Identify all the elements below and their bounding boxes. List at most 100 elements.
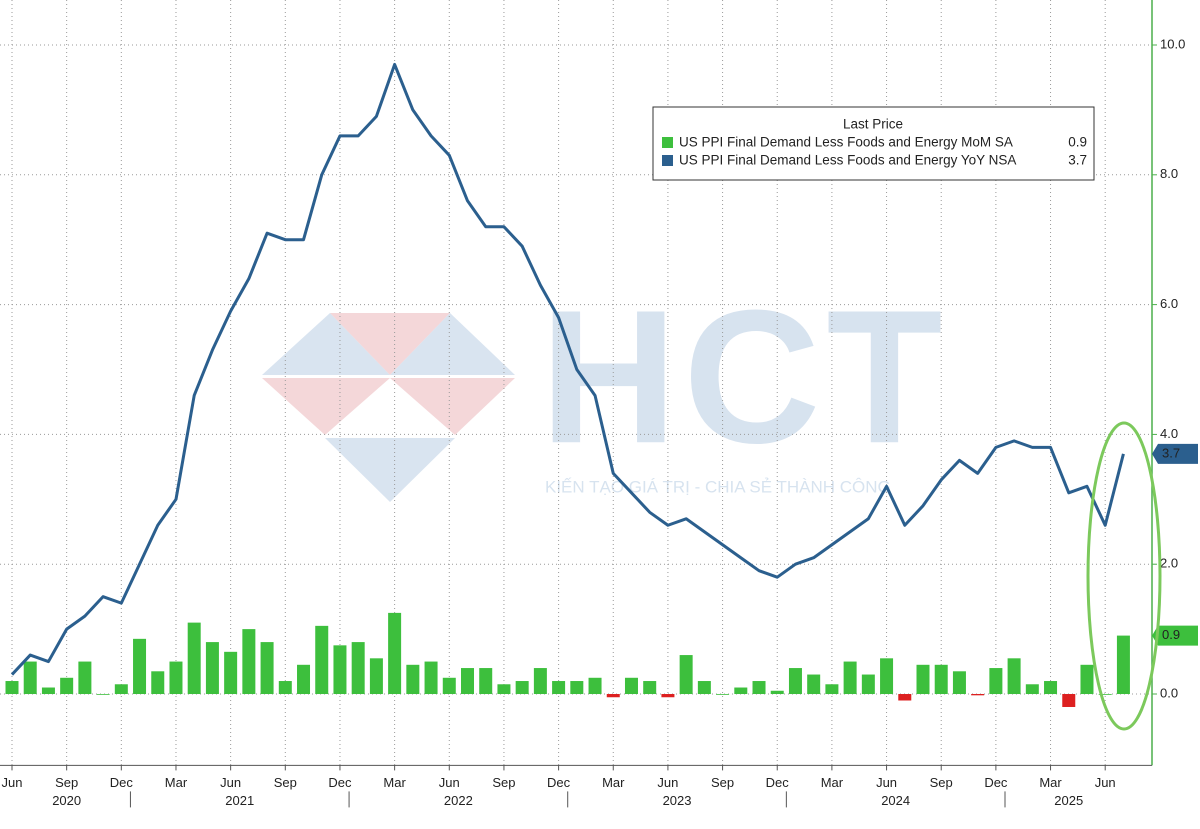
bar (843, 661, 857, 695)
bar (260, 642, 274, 695)
bar (133, 638, 147, 695)
legend-swatch (662, 155, 673, 166)
x-tick-label: Mar (1039, 775, 1062, 790)
bar (315, 625, 329, 695)
y-tick-label: 6.0 (1160, 296, 1178, 311)
bar (461, 668, 474, 695)
x-tick-label: Jun (220, 775, 241, 790)
bar (424, 661, 438, 695)
x-tick-label: Sep (55, 775, 78, 790)
bar (1044, 681, 1058, 695)
x-tick-label: Mar (602, 775, 625, 790)
watermark-shape (390, 378, 515, 435)
bar (898, 694, 912, 701)
bar (971, 694, 985, 696)
legend: Last Price US PPI Final Demand Less Food… (652, 106, 1095, 181)
bar (643, 681, 657, 695)
bar (788, 668, 802, 695)
last-value-label: 0.9 (1162, 627, 1180, 642)
last-value-tag (1152, 625, 1198, 646)
x-tick-label: Dec (766, 775, 790, 790)
highlight-ellipse (1086, 421, 1162, 731)
watermark-shape (262, 313, 390, 375)
x-tick-label: Dec (110, 775, 134, 790)
bar (5, 681, 19, 695)
bar (533, 668, 547, 695)
bar (989, 668, 1003, 695)
bar (861, 674, 875, 695)
bar (114, 684, 128, 695)
legend-box (652, 106, 1095, 181)
y-tick-label: 10.0 (1160, 36, 1185, 51)
y-tick-label: 2.0 (1160, 556, 1178, 571)
x-tick-label: Sep (274, 775, 297, 790)
year-label: 2023 (663, 793, 692, 808)
legend-label: US PPI Final Demand Less Foods and Energ… (679, 135, 1013, 150)
bar (679, 655, 693, 695)
legend-swatch (662, 137, 673, 148)
bar (1025, 684, 1039, 695)
bar (96, 694, 110, 695)
year-label: 2024 (881, 793, 910, 808)
year-label: 2022 (444, 793, 473, 808)
bar (1098, 694, 1112, 695)
watermark-shape (390, 313, 515, 375)
bar (1080, 664, 1094, 695)
bar (369, 658, 383, 695)
watermark-shape (325, 438, 455, 502)
bar (952, 671, 966, 695)
bar (78, 661, 92, 695)
last-value-tag (1152, 443, 1198, 464)
bar (406, 664, 420, 695)
x-tick-label: Jun (1095, 775, 1116, 790)
bar (697, 681, 711, 695)
legend-value: 3.7 (1068, 153, 1087, 168)
legend-label: US PPI Final Demand Less Foods and Energ… (679, 153, 1016, 168)
y-tick-label: 4.0 (1160, 426, 1178, 441)
bar (442, 677, 456, 695)
x-tick-label: Sep (492, 775, 515, 790)
bar (60, 677, 74, 695)
line (10, 62, 1125, 676)
bar (1116, 635, 1130, 695)
bar (588, 677, 602, 695)
legend-title: Last Price (843, 117, 903, 132)
y-tick-label: 8.0 (1160, 166, 1178, 181)
bar (570, 681, 584, 695)
bar (916, 664, 930, 695)
year-label: 2020 (52, 793, 81, 808)
bar (934, 664, 948, 695)
bar (1007, 658, 1021, 695)
bar (41, 687, 55, 695)
bar (606, 694, 620, 698)
x-tick-label: Dec (984, 775, 1008, 790)
watermark-shape (330, 313, 450, 375)
bar (552, 681, 566, 695)
bar (497, 684, 511, 695)
bar (151, 671, 165, 695)
x-tick-label: Jun (876, 775, 897, 790)
bar (716, 694, 730, 695)
year-label: 2021 (225, 793, 254, 808)
x-tick-label: Sep (711, 775, 734, 790)
bar (224, 651, 238, 695)
x-tick-label: Jun (2, 775, 23, 790)
year-label: 2025 (1054, 793, 1083, 808)
y-tick-label: 0.0 (1160, 685, 1178, 700)
bar (807, 674, 821, 695)
last-value-label: 3.7 (1162, 445, 1180, 460)
plot-area: 0.0 2.0 4.0 6.0 8.0 10.0 Jun Sep Dec Mar Jun Sep Dec… (0, 0, 1198, 808)
bar (278, 681, 292, 695)
bar (333, 645, 347, 695)
bar (187, 622, 201, 695)
bar (23, 661, 37, 695)
bar (624, 677, 638, 695)
watermark-slogan: KIẾN TẠO GIÁ TRỊ - CHIA SẺ THÀNH CÔNG (545, 477, 891, 496)
bar (515, 681, 529, 695)
bar (351, 642, 365, 695)
x-tick-label: Mar (821, 775, 844, 790)
watermark-shape (262, 378, 390, 435)
bar (825, 684, 839, 695)
bar (388, 612, 402, 695)
